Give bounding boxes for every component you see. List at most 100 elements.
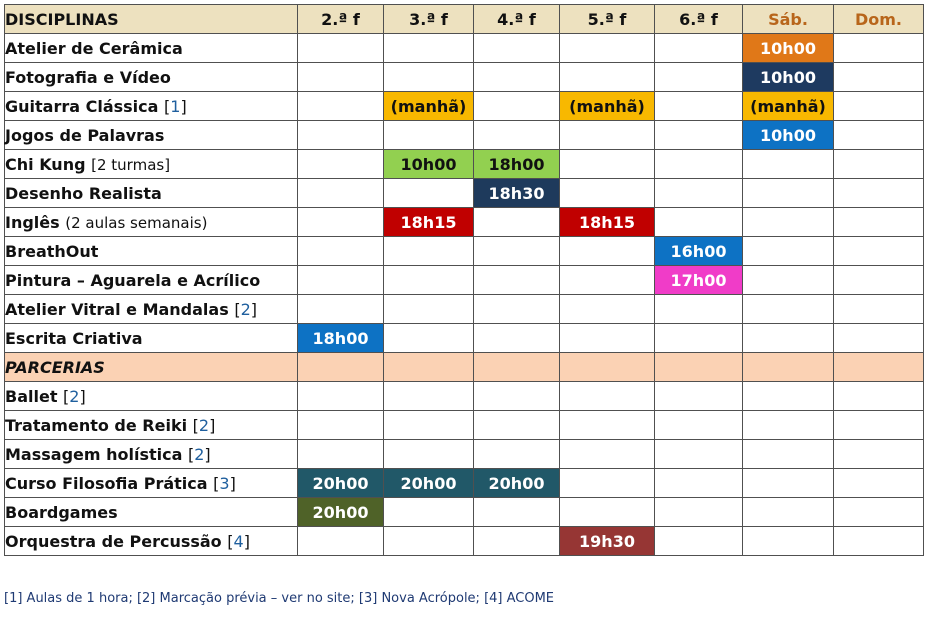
section-row: PARCERIAS (4, 352, 924, 382)
empty-slot (383, 381, 474, 411)
footnote-ref-number: 1 (170, 96, 181, 116)
empty-slot (473, 207, 560, 237)
empty-slot (559, 265, 655, 295)
empty-slot (473, 265, 560, 295)
empty-slot (473, 439, 560, 469)
empty-slot (654, 120, 743, 150)
section-label: PARCERIAS (4, 352, 298, 382)
empty-slot (383, 294, 474, 324)
empty-slot (559, 33, 655, 63)
empty-slot (297, 33, 384, 63)
empty-slot (742, 294, 834, 324)
empty-slot (742, 381, 834, 411)
discipline-name: Atelier Vitral e Mandalas (5, 299, 229, 319)
table-row: Fotografia e Vídeo 10h00 (4, 62, 924, 92)
table-row: Atelier Vitral e Mandalas [2] (4, 294, 924, 324)
time-slot: 19h30 (559, 526, 655, 556)
empty-slot (742, 468, 834, 498)
discipline-name: Fotografia e Vídeo (5, 67, 171, 87)
empty-slot (833, 149, 924, 179)
empty-slot (473, 62, 560, 92)
time-slot: 18h00 (297, 323, 384, 353)
day-header-wed: 4.ª f (473, 4, 560, 34)
discipline-name: Boardgames (5, 502, 118, 522)
time-slot: 18h15 (383, 207, 474, 237)
empty-slot (742, 178, 834, 208)
empty-slot (833, 439, 924, 469)
time-slot: (manhã) (742, 91, 834, 121)
empty-slot (742, 149, 834, 179)
empty-slot (297, 265, 384, 295)
discipline-name-cell: Desenho Realista (4, 178, 298, 208)
footnote-ref-number: 2 (69, 386, 80, 406)
discipline-name: Atelier de Cerâmica (5, 38, 183, 58)
time-slot: 18h00 (473, 149, 560, 179)
empty-slot (383, 439, 474, 469)
time-slot: 16h00 (654, 236, 743, 266)
discipline-name-cell: Curso Filosofia Prática [3] (4, 468, 298, 498)
time-slot: 18h15 (559, 207, 655, 237)
time-slot: 17h00 (654, 265, 743, 295)
empty-slot (654, 178, 743, 208)
empty-slot (559, 120, 655, 150)
discipline-name-cell: Escrita Criativa (4, 323, 298, 353)
empty-slot (833, 62, 924, 92)
empty-slot (383, 526, 474, 556)
empty-slot (833, 497, 924, 527)
empty-slot (654, 294, 743, 324)
empty-slot (383, 178, 474, 208)
footnote-ref: [1] (164, 96, 187, 116)
empty-slot (559, 352, 655, 382)
empty-slot (473, 526, 560, 556)
day-header-tue: 3.ª f (383, 4, 474, 34)
empty-slot (383, 236, 474, 266)
discipline-name-cell: Atelier de Cerâmica (4, 33, 298, 63)
footnote-ref: [2] (187, 444, 211, 464)
day-header-fri: 6.ª f (654, 4, 743, 34)
discipline-name-cell: Guitarra Clássica [1] (4, 91, 298, 121)
discipline-name-cell: Fotografia e Vídeo (4, 62, 298, 92)
table-row: Tratamento de Reiki [2] (4, 410, 924, 440)
time-slot: 20h00 (297, 468, 384, 498)
schedule-table: DISCIPLINAS 2.ª f 3.ª f 4.ª f 5.ª f 6.ª … (4, 4, 924, 556)
empty-slot (559, 178, 655, 208)
table-row: BreathOut 16h00 (4, 236, 924, 266)
discipline-name-cell: BreathOut (4, 236, 298, 266)
table-row: Pintura – Aguarela e Acrílico 17h00 (4, 265, 924, 295)
time-slot: 10h00 (742, 33, 834, 63)
empty-slot (654, 207, 743, 237)
table-row: Orquestra de Percussão [4] 19h30 (4, 526, 924, 556)
empty-slot (297, 439, 384, 469)
discipline-name: Desenho Realista (5, 183, 162, 203)
empty-slot (654, 526, 743, 556)
footnote-ref-number: 3 (219, 473, 230, 493)
empty-slot (833, 265, 924, 295)
table-row: Massagem holística [2] (4, 439, 924, 469)
time-slot: 20h00 (297, 497, 384, 527)
empty-slot (473, 352, 560, 382)
empty-slot (473, 120, 560, 150)
empty-slot (833, 120, 924, 150)
time-slot: 10h00 (383, 149, 474, 179)
table-row: Guitarra Clássica [1] (manhã) (manhã) (manh… (4, 91, 924, 121)
disciplines-header: DISCIPLINAS (4, 4, 298, 34)
empty-slot (473, 236, 560, 266)
empty-slot (833, 526, 924, 556)
time-slot: (manhã) (383, 91, 474, 121)
empty-slot (383, 120, 474, 150)
empty-slot (383, 323, 474, 353)
empty-slot (833, 91, 924, 121)
empty-slot (559, 294, 655, 324)
time-slot: 10h00 (742, 120, 834, 150)
discipline-name: Jogos de Palavras (5, 125, 165, 145)
empty-slot (833, 410, 924, 440)
empty-slot (473, 91, 560, 121)
discipline-name-cell: Tratamento de Reiki [2] (4, 410, 298, 440)
time-slot: 10h00 (742, 62, 834, 92)
empty-slot (559, 468, 655, 498)
empty-slot (654, 33, 743, 63)
empty-slot (654, 352, 743, 382)
empty-slot (654, 323, 743, 353)
day-header-sat: Sáb. (742, 4, 834, 34)
table-row: Chi Kung [2 turmas] 10h00 18h00 (4, 149, 924, 179)
